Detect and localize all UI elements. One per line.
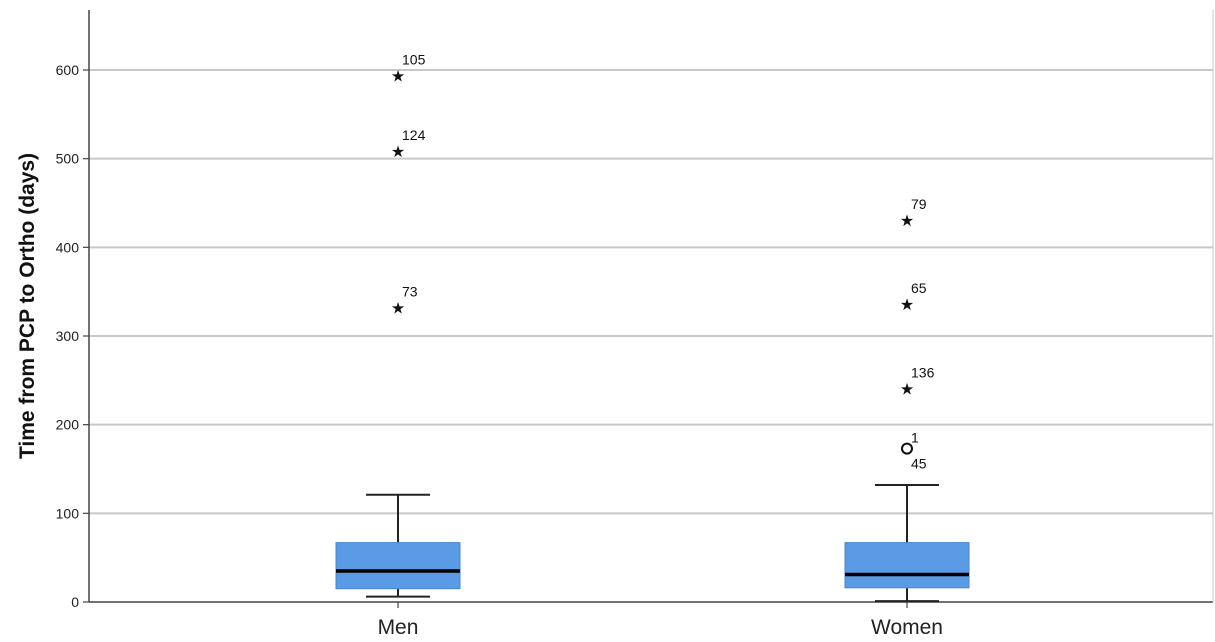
y-tick-label: 400: [56, 239, 80, 255]
y-tick-label: 0: [71, 594, 79, 610]
boxes: [335, 483, 970, 603]
y-tick-label: 600: [56, 62, 80, 78]
box-women: [844, 483, 970, 603]
outlier-star-marker: ★: [391, 66, 405, 85]
y-tick-label: 500: [56, 151, 80, 167]
box-men: [335, 493, 461, 598]
outlier-star-marker: ★: [900, 211, 914, 230]
outlier-label: 65: [911, 280, 927, 296]
y-tick-label: 200: [56, 417, 80, 433]
outlier-label: 45: [911, 456, 927, 472]
outlier-label: 79: [911, 196, 927, 212]
outlier-star-marker: ★: [391, 142, 405, 161]
x-category-label: Women: [871, 616, 943, 639]
outlier-star-marker: ★: [900, 295, 914, 314]
outlier-circle-marker: [901, 442, 913, 455]
y-axis-title: Time from PCP to Ortho (days): [16, 153, 39, 459]
outlier-star-marker: ★: [391, 299, 405, 318]
y-tick-label: 300: [56, 328, 80, 344]
outlier-label: 73: [402, 284, 418, 300]
outlier-label: 136: [911, 364, 935, 380]
outlier-label: 1: [911, 430, 919, 446]
iqr-box: [844, 542, 970, 589]
x-category-label: Men: [378, 616, 419, 639]
y-tick-label: 100: [56, 505, 80, 521]
outlier-label: 124: [402, 127, 426, 143]
iqr-box: [335, 542, 461, 590]
axes: 0 100 200 300 400 500 600 Men Women: [56, 10, 1214, 639]
outlier-label: 105: [402, 51, 426, 67]
outlier-star-marker: ★: [900, 379, 914, 398]
grid-lines: [89, 69, 1213, 515]
